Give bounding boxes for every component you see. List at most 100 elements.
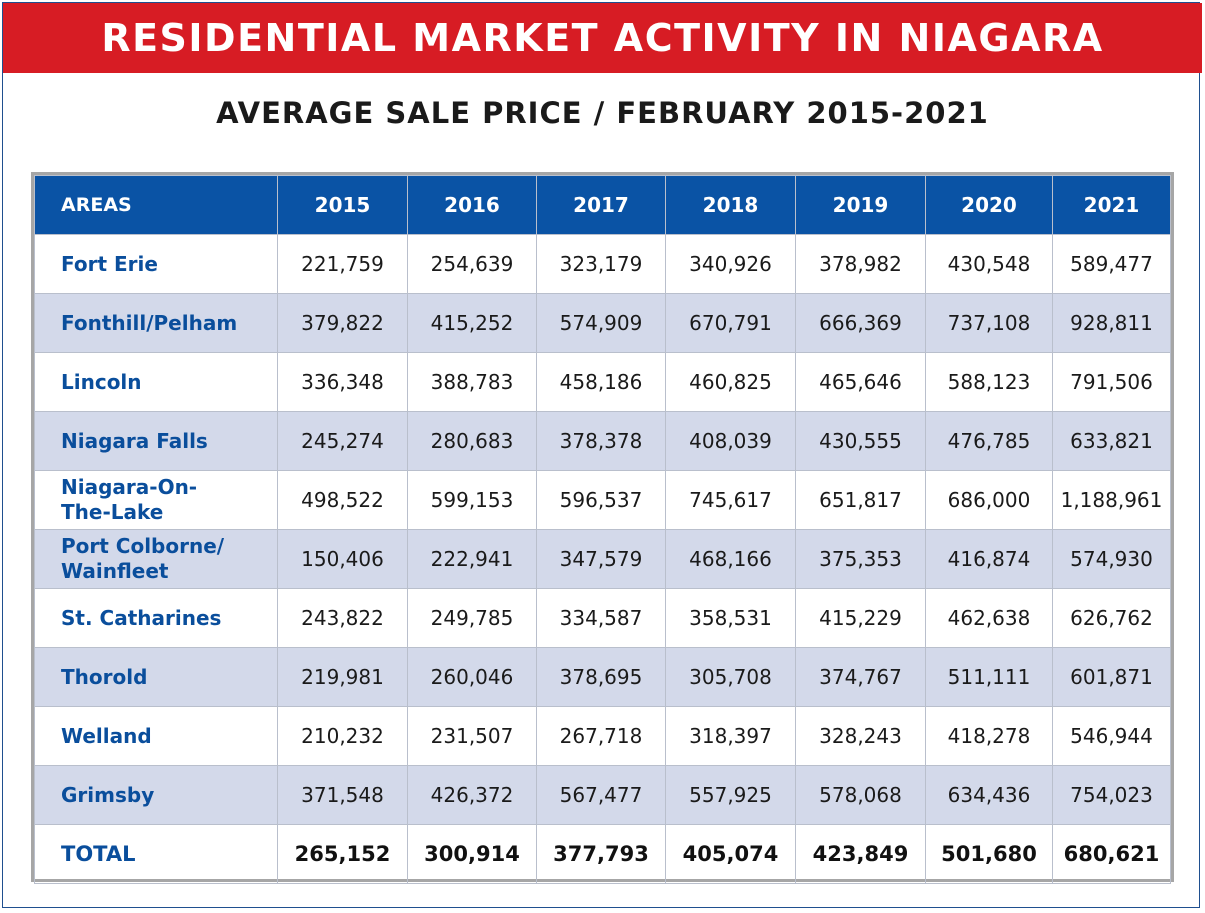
price-cell-2019: 374,767 [795, 647, 926, 707]
price-cell-2018: 557,925 [665, 765, 796, 825]
table-header-row: AREAS 2015 2016 2017 2018 2019 2020 2021 [34, 175, 1171, 235]
column-header-2018: 2018 [665, 175, 796, 235]
price-cell-2021: 574,930 [1052, 529, 1171, 589]
price-cell-2021: 1,188,961 [1052, 470, 1171, 530]
price-cell-2017: 347,579 [536, 529, 666, 589]
page-title: RESIDENTIAL MARKET ACTIVITY IN NIAGARA [3, 3, 1202, 73]
price-cell-2021: 633,821 [1052, 411, 1171, 471]
price-cell-2020: 737,108 [925, 293, 1053, 353]
price-cell-2020: 430,548 [925, 234, 1053, 294]
price-cell-2015: 243,822 [277, 588, 408, 648]
price-cell-2015: 219,981 [277, 647, 408, 707]
price-cell-2019: 430,555 [795, 411, 926, 471]
price-cell-2018: 670,791 [665, 293, 796, 353]
column-header-areas: AREAS [34, 175, 278, 235]
price-cell-2020: 588,123 [925, 352, 1053, 412]
price-cell-2016: 388,783 [407, 352, 537, 412]
price-cell-2016: 415,252 [407, 293, 537, 353]
table-row: St. Catharines 243,822 249,785 334,587 358,5… [34, 588, 1171, 648]
price-cell-2015: 245,274 [277, 411, 408, 471]
price-cell-2021: 626,762 [1052, 588, 1171, 648]
price-cell-2015: 498,522 [277, 470, 408, 530]
price-cell-2016: 260,046 [407, 647, 537, 707]
price-cell-2018: 340,926 [665, 234, 796, 294]
price-cell-2019: 423,849 [795, 824, 926, 884]
price-cell-2015: 265,152 [277, 824, 408, 884]
table-row: Lincoln 336,348 388,783 458,186 460,825 465,6… [34, 352, 1171, 412]
table-row: Grimsby 371,548 426,372 567,477 557,925 578,0… [34, 765, 1171, 825]
area-name-cell: TOTAL [34, 824, 278, 884]
price-cell-2019: 666,369 [795, 293, 926, 353]
table-row: Fonthill/Pelham 379,822 415,252 574,909 670,… [34, 293, 1171, 353]
table-row: Thorold 219,981 260,046 378,695 305,708 374,7… [34, 647, 1171, 707]
price-cell-2020: 416,874 [925, 529, 1053, 589]
area-name-cell: Thorold [34, 647, 278, 707]
price-cell-2021: 928,811 [1052, 293, 1171, 353]
price-cell-2018: 408,039 [665, 411, 796, 471]
price-cell-2017: 567,477 [536, 765, 666, 825]
price-cell-2020: 462,638 [925, 588, 1053, 648]
price-cell-2017: 377,793 [536, 824, 666, 884]
price-cell-2015: 210,232 [277, 706, 408, 766]
price-cell-2017: 574,909 [536, 293, 666, 353]
price-cell-2019: 651,817 [795, 470, 926, 530]
price-cell-2016: 426,372 [407, 765, 537, 825]
price-cell-2018: 318,397 [665, 706, 796, 766]
price-cell-2019: 578,068 [795, 765, 926, 825]
price-cell-2018: 460,825 [665, 352, 796, 412]
price-cell-2015: 371,548 [277, 765, 408, 825]
price-cell-2020: 686,000 [925, 470, 1053, 530]
price-cell-2016: 599,153 [407, 470, 537, 530]
price-table-container: AREAS 2015 2016 2017 2018 2019 2020 2021… [31, 172, 1174, 884]
price-cell-2017: 323,179 [536, 234, 666, 294]
table-total-row: TOTAL 265,152 300,914 377,793 405,074 423,849… [34, 824, 1171, 884]
price-cell-2019: 415,229 [795, 588, 926, 648]
price-cell-2015: 221,759 [277, 234, 408, 294]
price-cell-2021: 680,621 [1052, 824, 1171, 884]
price-cell-2021: 791,506 [1052, 352, 1171, 412]
price-cell-2021: 589,477 [1052, 234, 1171, 294]
area-name-cell: Port Colborne/ Wainfleet [34, 529, 278, 589]
price-cell-2020: 418,278 [925, 706, 1053, 766]
table-subtitle: AVERAGE SALE PRICE / FEBRUARY 2015-2021 [216, 96, 989, 130]
price-cell-2017: 458,186 [536, 352, 666, 412]
column-header-2020: 2020 [925, 175, 1053, 235]
price-cell-2016: 300,914 [407, 824, 537, 884]
price-cell-2019: 328,243 [795, 706, 926, 766]
price-cell-2019: 378,982 [795, 234, 926, 294]
area-name-cell: Fort Erie [34, 234, 278, 294]
column-header-2015: 2015 [277, 175, 408, 235]
price-cell-2016: 222,941 [407, 529, 537, 589]
price-cell-2016: 231,507 [407, 706, 537, 766]
column-header-2019: 2019 [795, 175, 926, 235]
table-row: Niagara Falls 245,274 280,683 378,378 408,03… [34, 411, 1171, 471]
price-cell-2017: 596,537 [536, 470, 666, 530]
price-cell-2018: 468,166 [665, 529, 796, 589]
table-row: Fort Erie 221,759 254,639 323,179 340,926 378… [34, 234, 1171, 294]
area-name-cell: Fonthill/Pelham [34, 293, 278, 353]
price-cell-2018: 405,074 [665, 824, 796, 884]
price-cell-2020: 501,680 [925, 824, 1053, 884]
price-cell-2016: 280,683 [407, 411, 537, 471]
area-name-cell: Niagara Falls [34, 411, 278, 471]
table-row: Niagara-On- The-Lake 498,522 599,153 596,53… [34, 470, 1171, 530]
table-row: Port Colborne/ Wainfleet 150,406 222,941 34… [34, 529, 1171, 589]
price-table: AREAS 2015 2016 2017 2018 2019 2020 2021… [34, 175, 1171, 884]
table-row: Welland 210,232 231,507 267,718 318,397 328,2… [34, 706, 1171, 766]
column-header-2017: 2017 [536, 175, 666, 235]
price-cell-2018: 358,531 [665, 588, 796, 648]
price-cell-2016: 249,785 [407, 588, 537, 648]
column-header-2016: 2016 [407, 175, 537, 235]
price-cell-2017: 378,695 [536, 647, 666, 707]
area-name-cell: Niagara-On- The-Lake [34, 470, 278, 530]
price-cell-2019: 465,646 [795, 352, 926, 412]
price-cell-2017: 378,378 [536, 411, 666, 471]
area-name-cell: Grimsby [34, 765, 278, 825]
price-cell-2021: 546,944 [1052, 706, 1171, 766]
price-cell-2020: 476,785 [925, 411, 1053, 471]
price-cell-2017: 334,587 [536, 588, 666, 648]
area-name-cell: Welland [34, 706, 278, 766]
price-cell-2021: 601,871 [1052, 647, 1171, 707]
price-cell-2019: 375,353 [795, 529, 926, 589]
area-name-cell: Lincoln [34, 352, 278, 412]
